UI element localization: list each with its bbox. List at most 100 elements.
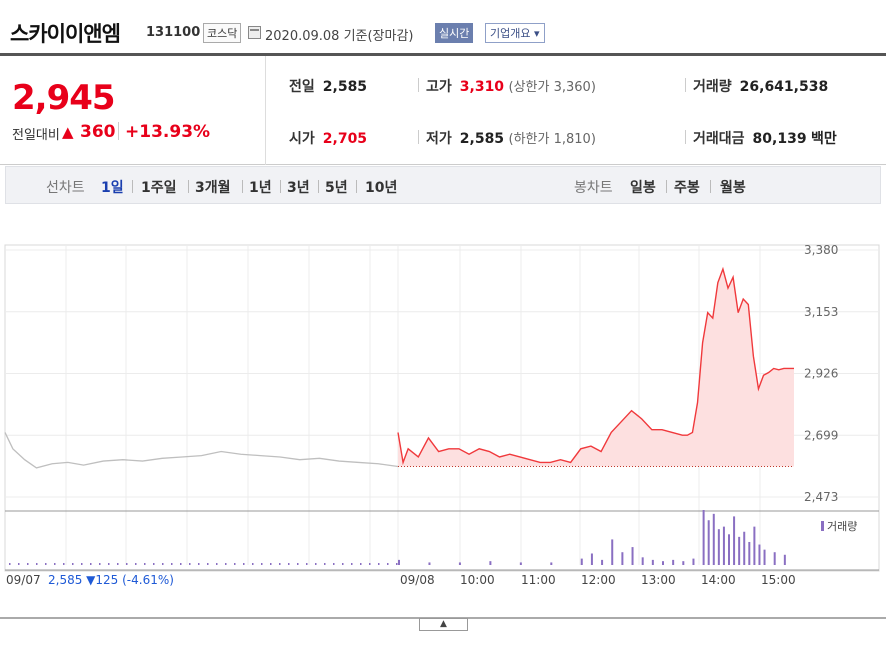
volume-legend: 거래량	[827, 520, 857, 533]
upper-limit: (상한가 3,360)	[508, 80, 596, 95]
tab-divider	[188, 180, 189, 193]
line-chart-label: 선차트	[46, 180, 85, 196]
volume-bar	[144, 563, 146, 565]
volume-bar	[748, 541, 751, 565]
volume-bar	[63, 563, 65, 565]
volume-bar	[54, 563, 56, 565]
stat-low: 저가 2,585 (하한가 1,810)	[426, 128, 596, 148]
volume-bar	[641, 557, 644, 565]
stat-volume: 거래량 26,641,538	[693, 76, 828, 96]
tab-weekly[interactable]: 주봉	[674, 180, 700, 196]
volume-bar	[198, 563, 200, 565]
tab-5y[interactable]: 5년	[325, 180, 348, 196]
tab-10y[interactable]: 10년	[365, 180, 398, 196]
volume-bar	[672, 559, 675, 565]
volume-bar	[297, 563, 299, 565]
volume-bar	[682, 561, 685, 565]
change-value: 360	[80, 122, 116, 142]
amount-value: 80,139	[752, 131, 807, 147]
volume-bar	[72, 563, 74, 565]
volume-bar	[342, 563, 344, 565]
volume-bar	[117, 563, 119, 565]
collapse-chevron-icon[interactable]: ▲	[419, 618, 468, 631]
candle-chart-label: 봉차트	[574, 180, 613, 196]
tab-divider	[318, 180, 319, 193]
x-tick-label: 09/08	[400, 573, 435, 587]
tab-divider	[242, 180, 243, 193]
volume-bar	[270, 563, 272, 565]
series-today-line	[397, 266, 794, 466]
x-tick-label: 14:00	[701, 573, 736, 587]
header-divider	[0, 53, 886, 56]
y-tick-label: 2,699	[804, 428, 838, 442]
tab-divider	[356, 180, 357, 193]
chart-tabbar: 선차트 1일 1주일 3개월 1년 3년 5년 10년 봉차트 일봉 주봉 월봉	[5, 166, 881, 204]
volume-bar	[692, 558, 695, 565]
company-info-button[interactable]: 기업개요 ▾	[485, 23, 545, 43]
volume-bar	[126, 563, 128, 565]
volume-bar	[733, 516, 736, 565]
volume-bar	[351, 563, 353, 565]
volume-bar	[189, 563, 191, 565]
volume-bar	[428, 562, 431, 565]
volume-bar	[707, 520, 710, 565]
amount-label: 거래대금	[693, 131, 745, 147]
change-divider	[118, 122, 119, 140]
volume-bar	[315, 563, 317, 565]
tab-monthly[interactable]: 월봉	[720, 180, 746, 196]
volume-bar	[171, 563, 173, 565]
volume-bar	[702, 510, 705, 565]
volume-bar	[261, 563, 263, 565]
series-prev-day-line	[4, 432, 399, 469]
stat-divider	[418, 78, 419, 92]
volume-bar	[162, 563, 164, 565]
current-price-panel: 2,945 전일대비 ▲ 360 +13.93%	[0, 56, 266, 165]
volume-bar	[621, 552, 624, 565]
volume-bar	[252, 563, 254, 565]
volume-bar	[590, 553, 593, 565]
open-value: 2,705	[322, 131, 368, 147]
volume-bar	[81, 563, 83, 565]
tab-1w[interactable]: 1주일	[141, 180, 177, 196]
volume-bar	[9, 563, 11, 565]
volume-bar	[662, 561, 664, 565]
series-today-area	[398, 269, 794, 467]
x-tick-label: 12:00	[581, 573, 616, 587]
x-tick-label: 13:00	[641, 573, 676, 587]
current-price: 2,945	[12, 78, 116, 118]
volume-bar	[458, 562, 461, 565]
volume-bar	[27, 563, 29, 565]
x-tick-label: 09/07	[6, 573, 41, 587]
volume-bar	[45, 563, 47, 565]
tab-1d[interactable]: 1일	[101, 180, 124, 196]
tab-divider	[280, 180, 281, 193]
low-label: 저가	[426, 131, 452, 147]
tab-3m[interactable]: 3개월	[195, 180, 231, 196]
tab-1y[interactable]: 1년	[249, 180, 272, 196]
volume-bar	[90, 563, 92, 565]
volume-bar	[333, 563, 335, 565]
stat-high: 고가 3,310 (상한가 3,360)	[426, 76, 596, 96]
stat-divider	[685, 78, 686, 92]
volume-bar	[580, 558, 583, 565]
company-name: 스카이이앤엠	[10, 22, 121, 46]
volume-bar	[369, 563, 371, 565]
volume-bar	[722, 526, 725, 565]
volume-bar	[234, 563, 236, 565]
volume-bar	[717, 529, 720, 565]
volume-bar	[550, 562, 553, 565]
volume-bar	[783, 554, 786, 565]
volume-bar	[243, 563, 245, 565]
volume-bar	[651, 559, 654, 565]
volume-bar	[398, 559, 400, 565]
tab-3y[interactable]: 3년	[287, 180, 310, 196]
volume-bar	[18, 563, 20, 565]
realtime-button[interactable]: 실시간	[435, 23, 474, 43]
volume-bar	[135, 563, 137, 565]
volume-bar	[519, 562, 522, 565]
amount-unit: 백만	[811, 131, 837, 147]
volume-bar	[611, 539, 614, 565]
volume-bar	[108, 563, 110, 565]
tab-daily[interactable]: 일봉	[630, 180, 656, 196]
open-label: 시가	[289, 131, 315, 147]
